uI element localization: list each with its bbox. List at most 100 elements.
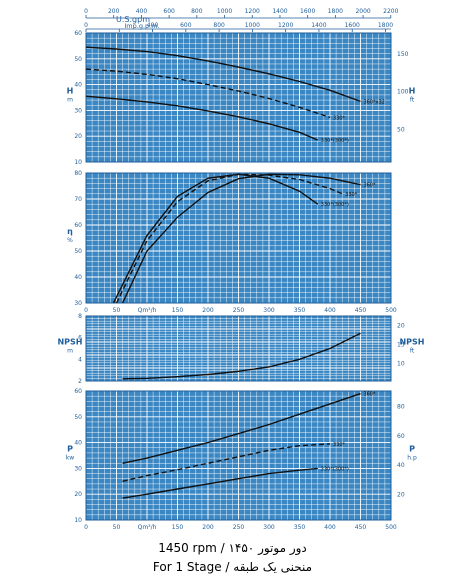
series-label: 330*(300*) [321, 466, 349, 472]
top-flow-scales: 0 200 400 600 800 1000 1200 1400 1600 1800 2000 220… [84, 8, 399, 32]
right-tick-label: 60 [397, 433, 405, 440]
y-axis-label: kw [66, 455, 74, 462]
right-axis-label: H [409, 87, 416, 96]
right-axis-label: ft [410, 97, 415, 104]
x-tick-label: 200 [202, 524, 214, 531]
impgpm-tick-label: 1000 [245, 22, 260, 29]
impgpm-tick-label: 1400 [311, 22, 326, 29]
x-tick-label: 250 [233, 524, 245, 531]
right-axis-label: P [409, 445, 415, 454]
x-tick-label: 0 [84, 524, 88, 531]
x-tick-label: 500 [385, 524, 397, 531]
panel-power: 10 20 30 40 50 60 Pkw 20 40 60 80 Ph.p 0 50 Qm³/h 150 20… [66, 388, 417, 531]
y-axis-label: η [67, 227, 73, 236]
right-tick-label: 100 [397, 89, 409, 96]
x-tick-label: 250 [233, 307, 245, 314]
x-tick-label: 150 [172, 307, 184, 314]
right-tick-label: 15 [397, 342, 405, 349]
usgpm-tick-label: 800 [191, 8, 203, 15]
x-axis-label: Qm³/h [138, 524, 157, 531]
series-label: 360* [364, 183, 377, 189]
x-tick-label: 400 [324, 307, 336, 314]
x-tick-label: 450 [355, 307, 367, 314]
y-tick-label: 30 [74, 107, 82, 114]
right-tick-label: 80 [397, 404, 405, 411]
y-axis-label: m [67, 97, 73, 104]
usgpm-tick-label: 1400 [272, 8, 287, 15]
right-axis-label: h.p [407, 455, 417, 462]
impgpm-label: Imp.g.p.m. [124, 22, 159, 30]
x-tick-label: 400 [324, 524, 336, 531]
x-tick-label: 150 [172, 524, 184, 531]
series-label: 360* [364, 392, 377, 398]
chart-panels: 102030405060Hm50100150Hft360*x32330*330*… [57, 30, 424, 531]
impgpm-tick-label: 400 [147, 22, 159, 29]
right-tick-label: 40 [397, 462, 405, 469]
impgpm-tick-label: 1200 [278, 22, 293, 29]
series-curve [122, 392, 361, 464]
y-tick-label: 60 [74, 222, 82, 229]
y-tick-label: 50 [74, 414, 82, 421]
series-curve [122, 467, 318, 499]
impgpm-tick-label: 1800 [378, 22, 393, 29]
impgpm-tick-label: 800 [213, 22, 225, 29]
series-curve [122, 332, 361, 380]
usgpm-tick-label: 1600 [300, 8, 315, 15]
usgpm-tick-label: 400 [136, 8, 148, 15]
y-tick-label: 4 [78, 356, 82, 363]
x-tick-label: 450 [355, 524, 367, 531]
y-axis-label: P [67, 445, 73, 454]
x-tick-label: 350 [294, 307, 306, 314]
right-tick-label: 20 [397, 492, 405, 499]
series-curve [85, 46, 361, 103]
right-axis-label: NPSH [399, 338, 424, 347]
y-tick-label: 50 [74, 56, 82, 63]
series-label: 330* [345, 192, 358, 198]
usgpm-tick-label: 0 [84, 8, 88, 15]
y-tick-label: 6 [78, 335, 82, 342]
y-tick-label: 2 [78, 378, 82, 385]
y-tick-label: 40 [74, 274, 82, 281]
usgpm-tick-label: 2200 [383, 8, 398, 15]
x-tick-label: 300 [263, 307, 275, 314]
y-tick-label: 8 [78, 313, 82, 320]
y-axis-label: % [67, 237, 73, 244]
usgpm-tick-label: 600 [163, 8, 175, 15]
impgpm-tick-label: 0 [84, 22, 88, 29]
x-tick-label: 50 [113, 307, 121, 314]
series-label: 330*(300*) [321, 138, 349, 144]
x-tick-label: 300 [263, 524, 275, 531]
y-tick-label: 60 [74, 30, 82, 37]
series-label: 330*(300*) [321, 202, 349, 208]
series-label: 360*x32 [364, 99, 385, 105]
impgpm-tick-label: 600 [180, 22, 192, 29]
x-tick-label: 500 [385, 307, 397, 314]
right-axis-label: ft [410, 348, 415, 355]
panel-frame [85, 172, 392, 304]
series-label: 330* [333, 442, 346, 448]
y-tick-label: 20 [74, 133, 82, 140]
usgpm-tick-label: 200 [108, 8, 120, 15]
y-tick-label: 20 [74, 491, 82, 498]
panel-frame [85, 32, 392, 163]
usgpm-tick-label: 1000 [217, 8, 232, 15]
series-label: 330* [333, 115, 346, 121]
panel-head: 10 20 30 40 50 60 Hm 50 100 150 Hft 360*x32 330* 330*… [67, 30, 416, 166]
y-tick-label: 30 [74, 300, 82, 307]
right-tick-label: 10 [397, 361, 405, 368]
x-tick-label: 200 [202, 307, 214, 314]
series-curve [85, 95, 319, 141]
series-curve [85, 68, 331, 119]
usgpm-tick-label: 2000 [355, 8, 370, 15]
panel-efficiency: 30 40 50 60 70 80 η% 0 50 Qm³/h 150 200 250 300 350 400… [67, 170, 397, 314]
series-curve [121, 173, 361, 304]
caption-stage: For 1 Stage / منحنی یک طبقه [152, 560, 313, 574]
series-curve [112, 173, 319, 304]
usgpm-tick-label: 1800 [328, 8, 343, 15]
y-tick-label: 10 [74, 517, 82, 524]
caption-speed: 1450 rpm / دور موتور ۱۴۵۰ [158, 541, 307, 555]
right-tick-label: 50 [397, 127, 405, 134]
y-axis-label: NPSH [57, 338, 82, 347]
